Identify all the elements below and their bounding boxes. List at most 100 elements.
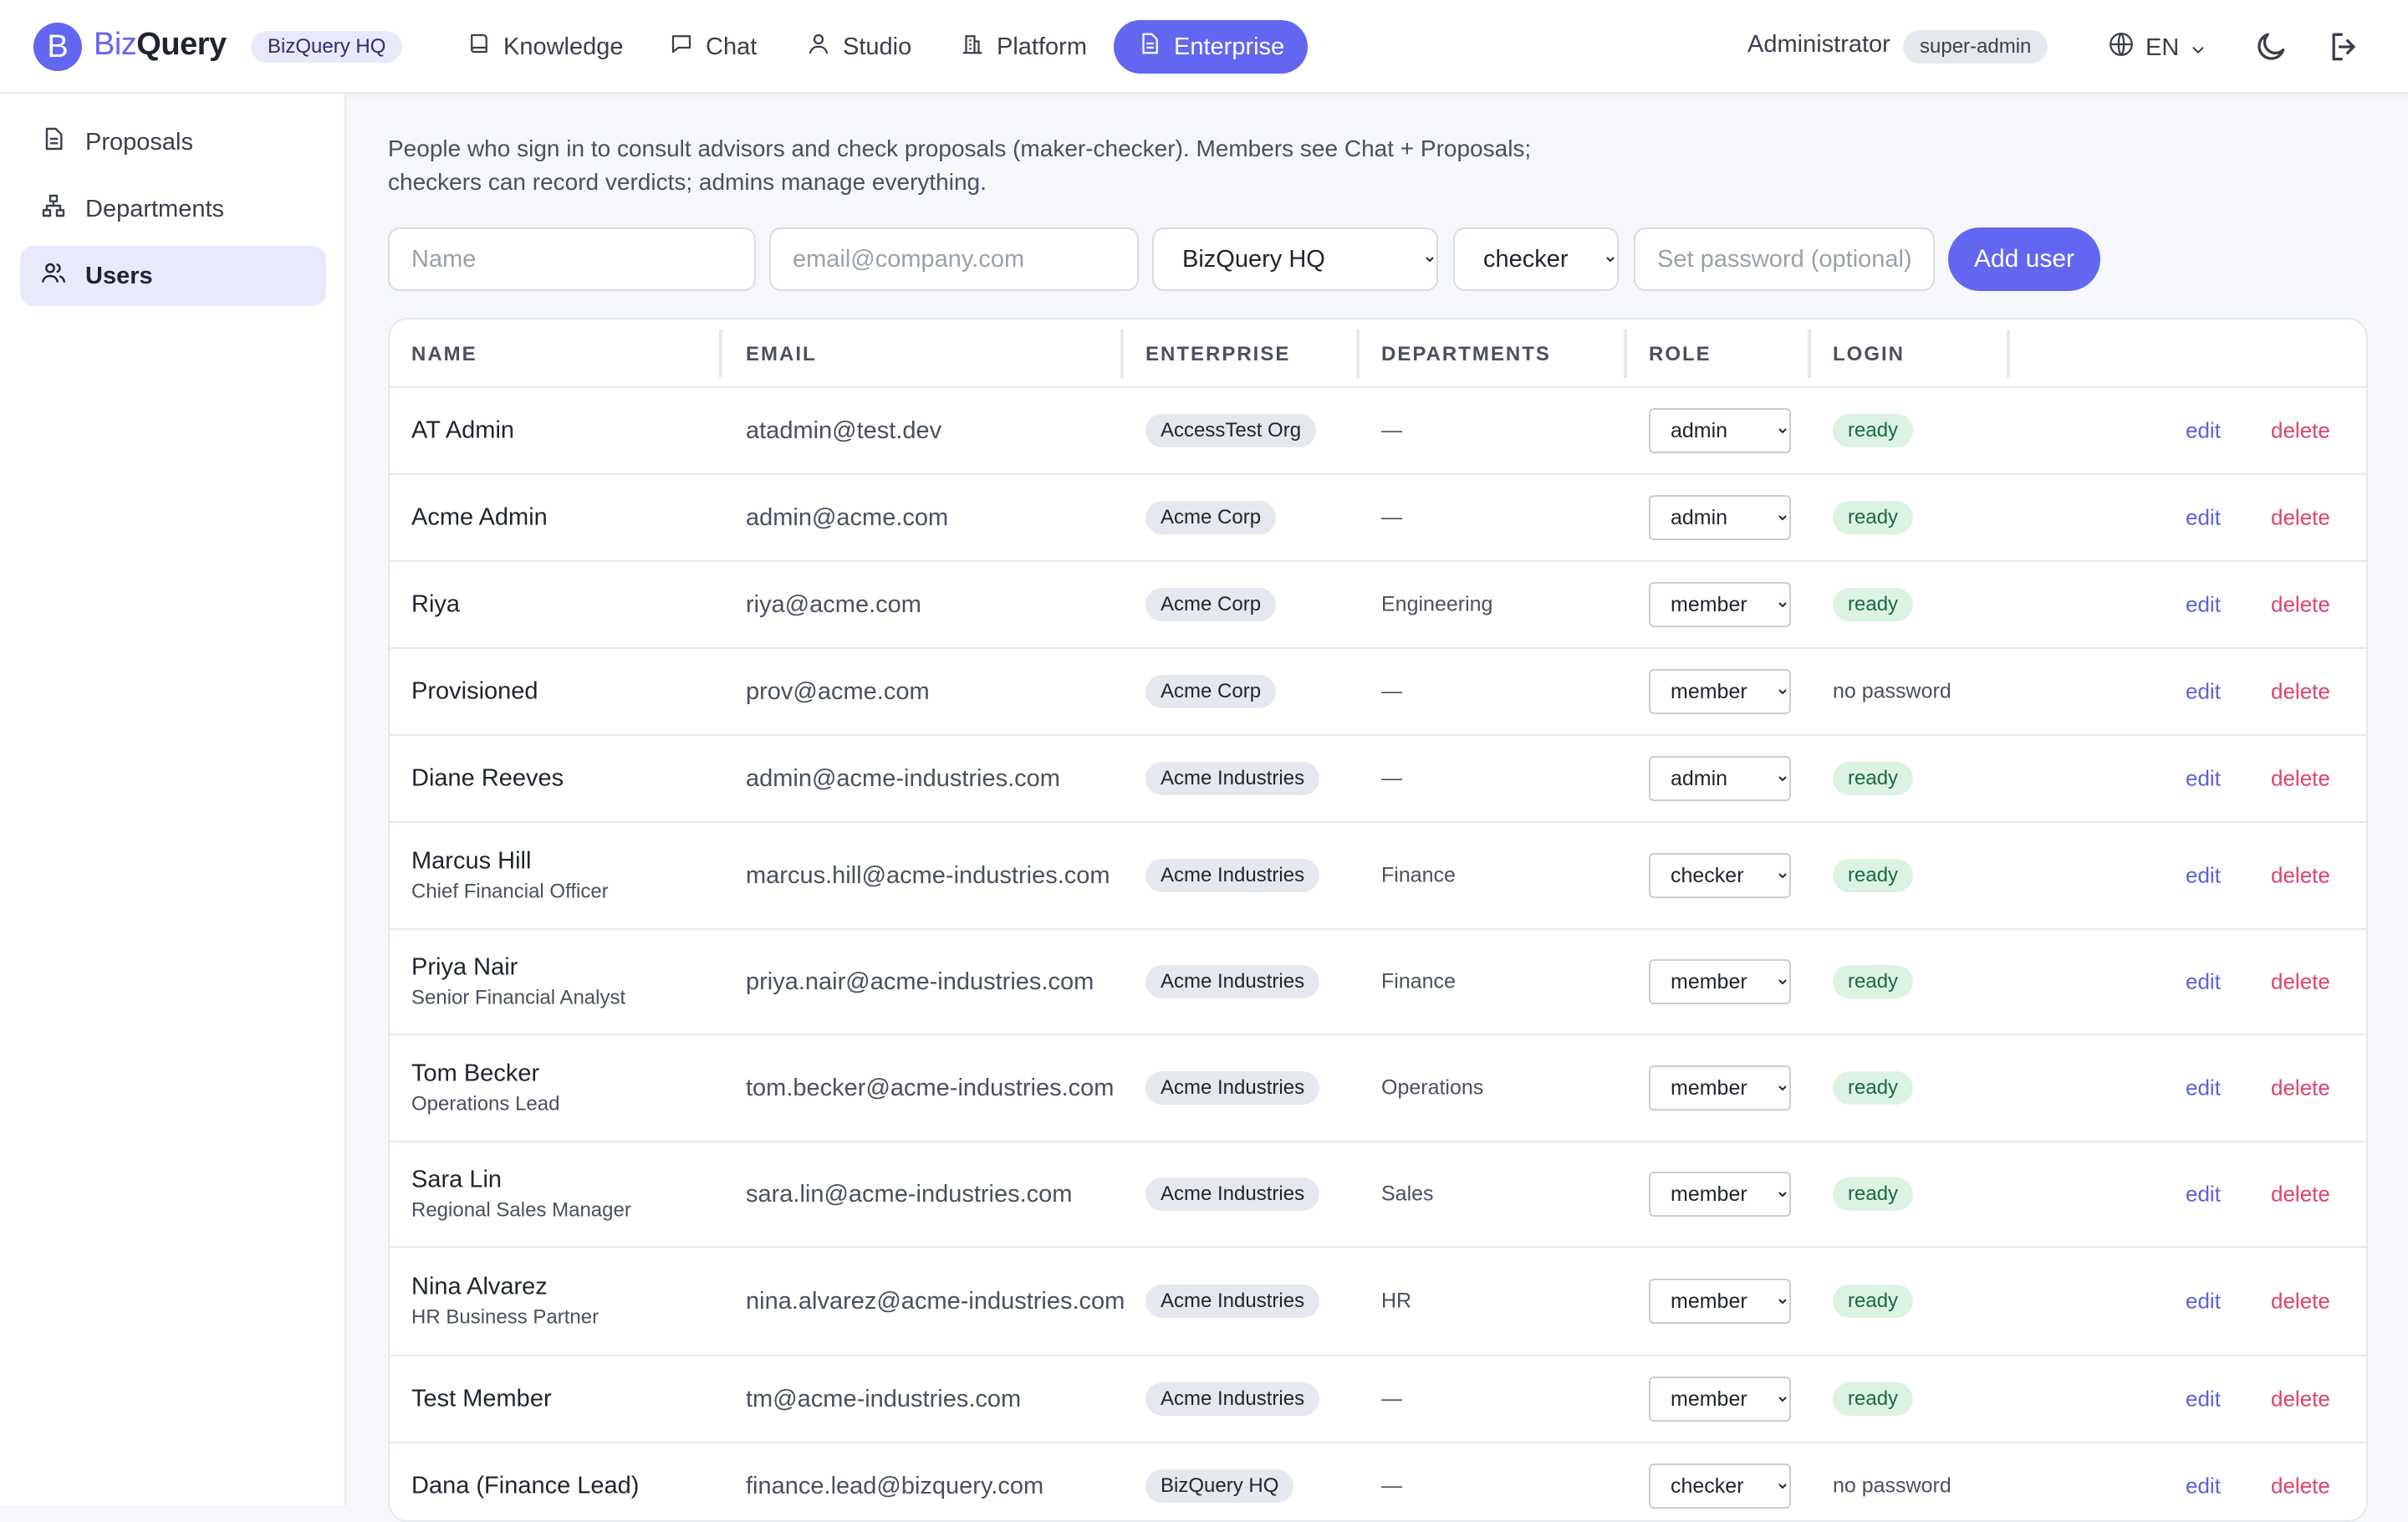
column-header-login[interactable]: LOGIN: [1833, 343, 1905, 365]
new-user-role-select[interactable]: checker: [1453, 227, 1619, 291]
enterprise-badge: Acme Corp: [1145, 675, 1277, 708]
login-status-badge: ready: [1833, 965, 1914, 998]
delete-user-link[interactable]: delete: [2271, 765, 2330, 791]
user-name-cell: Riya: [411, 591, 460, 619]
nav-platform[interactable]: Platform: [936, 20, 1110, 74]
delete-user-link[interactable]: delete: [2271, 504, 2330, 530]
table-row: Priya Nair Senior Financial Analyst priya.…: [390, 930, 2366, 1035]
delete-user-link[interactable]: delete: [2271, 1075, 2330, 1101]
delete-user-link[interactable]: delete: [2271, 862, 2330, 888]
column-header-email[interactable]: EMAIL: [746, 343, 817, 365]
page-description-line-2: checkers can record verdicts; admins man…: [388, 169, 987, 195]
delete-user-link[interactable]: delete: [2271, 968, 2330, 994]
edit-user-link[interactable]: edit: [2186, 504, 2221, 530]
edit-user-link[interactable]: edit: [2186, 1075, 2221, 1101]
nav-platform-label: Platform: [997, 33, 1087, 60]
edit-user-link[interactable]: edit: [2186, 1181, 2221, 1207]
delete-user-link[interactable]: delete: [2271, 1386, 2330, 1412]
user-role-select[interactable]: admin: [1649, 756, 1791, 801]
nav-studio[interactable]: Studio: [783, 20, 935, 74]
table-row: Marcus Hill Chief Financial Officer marcus…: [390, 823, 2366, 930]
table-row: Tom Becker Operations Lead tom.becker@acme…: [390, 1035, 2366, 1142]
sidebar-item-departments[interactable]: Departments: [20, 179, 326, 239]
column-resize-handle[interactable]: [1356, 329, 1360, 378]
user-role-select[interactable]: member: [1649, 1172, 1791, 1217]
enterprise-badge: Acme Industries: [1145, 859, 1320, 892]
user-email: riya@acme.com: [746, 591, 921, 618]
sidebar-item-users[interactable]: Users: [20, 246, 326, 306]
user-name-cell: AT Admin: [411, 417, 514, 445]
enterprise-badge: AccessTest Org: [1145, 414, 1317, 447]
nav-enterprise[interactable]: Enterprise: [1114, 20, 1309, 74]
user-departments: —: [1381, 505, 1402, 529]
add-user-button[interactable]: Add user: [1948, 227, 2100, 291]
edit-user-link[interactable]: edit: [2186, 1386, 2221, 1412]
user-role-select[interactable]: member: [1649, 1065, 1791, 1111]
delete-user-link[interactable]: delete: [2271, 1473, 2330, 1499]
enterprise-badge: Acme Industries: [1145, 1071, 1320, 1105]
edit-user-link[interactable]: edit: [2186, 862, 2221, 888]
edit-user-link[interactable]: edit: [2186, 765, 2221, 791]
edit-user-link[interactable]: edit: [2186, 1473, 2221, 1499]
user-departments: —: [1381, 679, 1402, 703]
user-role-select[interactable]: member: [1649, 669, 1791, 714]
column-resize-handle[interactable]: [1808, 329, 1811, 378]
delete-user-link[interactable]: delete: [2271, 678, 2330, 704]
user-role-select[interactable]: member: [1649, 1376, 1791, 1422]
edit-user-link[interactable]: edit: [2186, 417, 2221, 443]
enterprise-badge: Acme Corp: [1145, 588, 1277, 621]
edit-user-link[interactable]: edit: [2186, 1288, 2221, 1314]
column-resize-handle[interactable]: [1120, 329, 1124, 378]
column-resize-handle[interactable]: [719, 329, 722, 378]
user-role-select[interactable]: member: [1649, 1279, 1791, 1324]
sidebar-item-label: Proposals: [85, 128, 193, 156]
column-header-role[interactable]: ROLE: [1649, 343, 1712, 365]
user-name-cell: Nina Alvarez HR Business Partner: [411, 1274, 599, 1330]
user-role-select[interactable]: admin: [1649, 408, 1791, 453]
column-resize-handle[interactable]: [2007, 329, 2010, 378]
app-logo[interactable]: B: [33, 23, 82, 71]
user-email: nina.alvarez@acme-industries.com: [746, 1288, 1125, 1315]
table-row: AT Admin atadmin@test.dev AccessTest Org — a…: [390, 388, 2366, 475]
user-role-select[interactable]: checker: [1649, 853, 1791, 898]
column-header-name[interactable]: NAME: [411, 343, 477, 365]
delete-user-link[interactable]: delete: [2271, 1288, 2330, 1314]
new-user-enterprise-select[interactable]: BizQuery HQ: [1152, 227, 1438, 291]
nav-knowledge[interactable]: Knowledge: [443, 20, 647, 74]
nav-chat[interactable]: Chat: [645, 20, 780, 74]
new-user-name-input[interactable]: [388, 227, 756, 291]
org-chart-icon: [40, 192, 67, 226]
user-name: Priya Nair: [411, 953, 518, 981]
column-header-departments[interactable]: DEPARTMENTS: [1381, 343, 1551, 365]
column-header-enterprise[interactable]: ENTERPRISE: [1145, 343, 1291, 365]
user-job-title: Regional Sales Manager: [411, 1198, 631, 1222]
language-selector[interactable]: EN: [2107, 30, 2207, 65]
sidebar-item-proposals[interactable]: Proposals: [20, 112, 326, 172]
user-role-select[interactable]: checker: [1649, 1463, 1791, 1509]
enterprise-badge: Acme Industries: [1145, 965, 1320, 998]
edit-user-link[interactable]: edit: [2186, 968, 2221, 994]
chat-icon: [669, 31, 694, 63]
user-role-select[interactable]: member: [1649, 582, 1791, 627]
delete-user-link[interactable]: delete: [2271, 591, 2330, 617]
login-status-badge: ready: [1833, 588, 1914, 621]
enterprise-badge: Acme Industries: [1145, 1177, 1320, 1211]
user-role-select[interactable]: member: [1649, 959, 1791, 1004]
logout-icon[interactable]: [2326, 28, 2363, 65]
user-departments: Finance: [1381, 863, 1456, 887]
delete-user-link[interactable]: delete: [2271, 417, 2330, 443]
users-table: NAME EMAIL ENTERPRISE DEPARTMENTS ROLE L…: [388, 318, 2368, 1522]
app-brand[interactable]: BizQuery: [94, 27, 227, 63]
enterprise-badge: Acme Industries: [1145, 1285, 1320, 1318]
user-email: admin@acme-industries.com: [746, 765, 1060, 792]
new-user-password-input[interactable]: [1634, 227, 1935, 291]
new-user-email-input[interactable]: [769, 227, 1139, 291]
user-role-select[interactable]: admin: [1649, 495, 1791, 540]
current-org-chip: BizQuery HQ: [251, 31, 403, 63]
edit-user-link[interactable]: edit: [2186, 678, 2221, 704]
column-resize-handle[interactable]: [1624, 329, 1627, 378]
edit-user-link[interactable]: edit: [2186, 591, 2221, 617]
brand-part-1: Biz: [94, 27, 137, 62]
delete-user-link[interactable]: delete: [2271, 1181, 2330, 1207]
theme-toggle-moon-icon[interactable]: [2252, 28, 2289, 65]
